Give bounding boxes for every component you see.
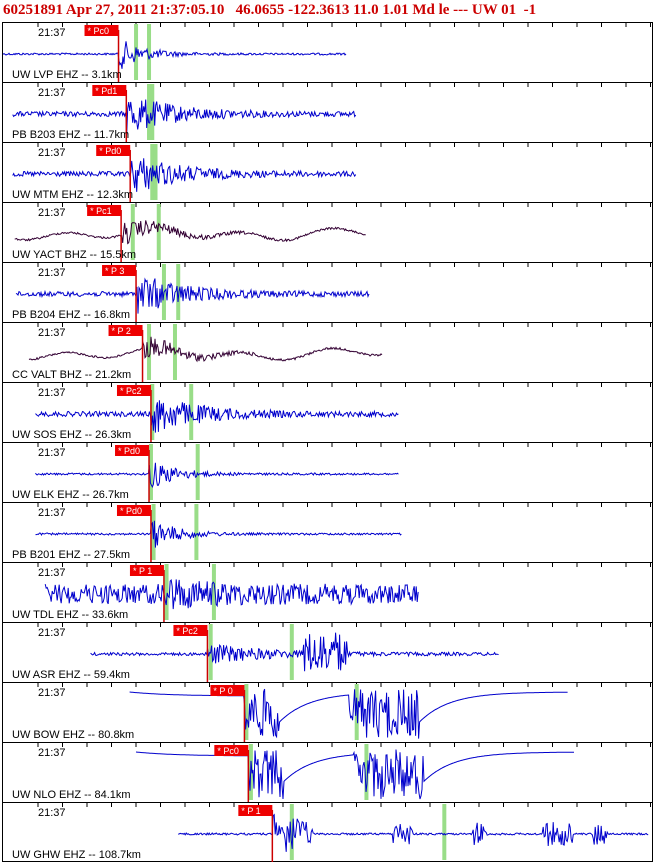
pick-box [102, 265, 137, 276]
trace-row: * Pc2 21:37 UW ASR EHZ -- 59.4km [3, 622, 652, 682]
pick-box [173, 625, 208, 636]
waveform-trace [15, 277, 370, 314]
trace-row: * P 1 21:37 UW GHW EHZ -- 108.7km [3, 802, 652, 862]
waveform-trace [28, 336, 383, 363]
waveform-trace [135, 749, 574, 800]
pick-label: * P 2 [112, 326, 131, 336]
waveform-trace [2, 41, 347, 69]
event-title: 60251891 Apr 27, 2011 21:37:05.10 46.065… [3, 2, 537, 18]
pick-box [116, 505, 151, 516]
pick-box [92, 85, 127, 96]
station-label: UW MTM EHZ -- 12.3km [12, 189, 133, 201]
waveform-trace [35, 400, 399, 433]
station-label: UW YACT BHZ -- 15.5km [12, 249, 136, 261]
trace-row: * P 3 21:37 PB B204 EHZ -- 16.8km [3, 262, 652, 322]
trace-row: * Pc1 21:37 UW YACT BHZ -- 15.5km [3, 202, 652, 262]
time-label: 21:37 [38, 267, 66, 279]
pick-box [116, 385, 151, 396]
pick-box [210, 685, 245, 696]
waveform-trace [178, 813, 649, 852]
waveform-trace [35, 462, 399, 489]
pick-label: * Pd0 [120, 506, 142, 516]
pick-label: * Pc2 [176, 626, 198, 636]
time-label: 21:37 [38, 567, 66, 579]
pick-label: * Pc1 [90, 206, 112, 216]
pick-label: * Pd0 [99, 146, 121, 156]
trace-row: * P 2 21:37 CC VALT BHZ -- 21.2km [3, 322, 652, 382]
time-label: 21:37 [38, 687, 66, 699]
trace-row: * Pd0 21:37 PB B201 EHZ -- 27.5km [3, 502, 652, 562]
seismogram-panel: * Pc0 21:37 UW LVP EHZ -- 3.1km * Pd1 21:37 P… [2, 22, 653, 862]
station-label: UW SOS EHZ -- 26.3km [12, 429, 131, 441]
time-label: 21:37 [38, 147, 66, 159]
trace-row: * P 1 21:37 UW TDL EHZ -- 33.6km [3, 562, 652, 622]
waveform-trace [90, 632, 499, 672]
trace-row: * Pc0 21:37 UW LVP EHZ -- 3.1km [2, 22, 652, 82]
pick-box [84, 25, 119, 36]
pick-box [214, 745, 249, 756]
time-label: 21:37 [38, 447, 66, 459]
pick-box [238, 805, 273, 816]
pick-label: * Pc0 [88, 26, 110, 36]
pick-label: * Pd0 [118, 446, 140, 456]
trace-row: * Pd0 21:37 UW ELK EHZ -- 26.7km [3, 442, 652, 502]
station-label: UW TDL EHZ -- 33.6km [12, 609, 128, 621]
pick-box [129, 565, 164, 576]
time-label: 21:37 [38, 807, 66, 819]
waveform-trace [14, 220, 366, 245]
station-label: UW NLO EHZ -- 84.1km [12, 789, 131, 801]
time-label: 21:37 [38, 327, 66, 339]
waveform-trace [35, 520, 402, 548]
trace-row: * Pc2 21:37 UW SOS EHZ -- 26.3km [3, 382, 652, 442]
trace-row: * P 0 21:37 UW BOW EHZ -- 80.8km [3, 682, 652, 742]
time-label: 21:37 [38, 507, 66, 519]
trace-row: * Pc0 21:37 UW NLO EHZ -- 84.1km [3, 742, 652, 802]
waveform-trace [129, 688, 568, 739]
trace-row: * Pd1 21:37 PB B203 EHZ -- 11.7km [3, 82, 652, 142]
time-label: 21:37 [38, 27, 66, 39]
station-label: PB B203 EHZ -- 11.7km [12, 129, 129, 141]
pick-box [115, 445, 150, 456]
pick-box [96, 145, 131, 156]
station-label: UW ELK EHZ -- 26.7km [12, 489, 129, 501]
time-label: 21:37 [38, 627, 66, 639]
trace-row: * Pd0 21:37 UW MTM EHZ -- 12.3km [3, 142, 652, 202]
station-label: CC VALT BHZ -- 21.2km [12, 369, 131, 381]
station-label: UW GHW EHZ -- 108.7km [12, 849, 141, 861]
station-label: UW LVP EHZ -- 3.1km [12, 69, 122, 81]
pick-label: * Pc2 [120, 386, 142, 396]
pick-box [108, 325, 143, 336]
event-header: 60251891 Apr 27, 2011 21:37:05.10 46.065… [0, 0, 655, 22]
pick-label: * P 0 [213, 686, 232, 696]
waveform-trace [12, 99, 357, 135]
pick-label: * Pd1 [95, 86, 117, 96]
time-label: 21:37 [38, 747, 66, 759]
waveform-trace [12, 158, 357, 192]
waveform-trace [44, 579, 419, 610]
time-label: 21:37 [38, 207, 66, 219]
pick-box [87, 205, 122, 216]
pick-label: * Pc0 [217, 746, 239, 756]
station-label: UW ASR EHZ -- 59.4km [12, 669, 130, 681]
station-label: UW BOW EHZ -- 80.8km [12, 729, 134, 741]
station-label: PB B201 EHZ -- 27.5km [12, 549, 130, 561]
pick-label: * P 3 [105, 266, 124, 276]
pick-label: * P 1 [241, 806, 260, 816]
pick-label: * P 1 [133, 566, 152, 576]
time-label: 21:37 [38, 87, 66, 99]
station-label: PB B204 EHZ -- 16.8km [12, 309, 130, 321]
time-label: 21:37 [38, 387, 66, 399]
